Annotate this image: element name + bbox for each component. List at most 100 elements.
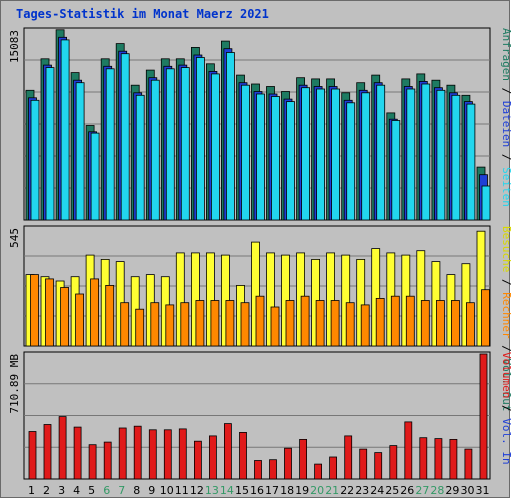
bar-rechner-day-5 [90,278,99,347]
hits-ymax-label: 15083 [8,30,21,63]
bar-volumen-day-1 [28,431,37,480]
bar-volumen-day-21 [329,456,338,480]
legend-item: Dateien [500,101,512,147]
bar-volumen-day-16 [254,460,262,480]
bar-rechner-day-3 [60,287,69,347]
visits-ymax-label: 545 [8,228,21,248]
bar-volumen-day-20 [314,463,323,480]
x-tick-label-day-5: 5 [88,484,95,497]
bar-seiten-day-26 [406,88,416,221]
bar-volumen-day-31 [479,353,488,480]
bar-rechner-day-30 [465,302,475,347]
x-tick-label-day-13: 13 [205,484,219,497]
bar-volumen-day-24 [374,452,383,480]
bar-rechner-day-8 [135,308,145,347]
bar-besuche-day-21 [326,252,336,347]
x-tick-label-day-24: 24 [370,484,384,497]
series-volumen [28,353,488,480]
bar-seiten-day-17 [271,96,280,221]
bar-rechner-day-18 [285,300,295,347]
x-tick-label-day-21: 21 [325,484,339,497]
x-tick-label-day-20: 20 [310,484,324,497]
x-tick-label-day-23: 23 [355,484,369,497]
x-tick-label-day-2: 2 [43,484,50,497]
chart-title: Tages-Statistik im Monat Maerz 2021 [16,7,269,21]
bar-besuche-day-12 [190,252,200,347]
x-tick-label-day-29: 29 [445,484,459,497]
x-tick-label-day-3: 3 [58,484,65,497]
x-tick-label-day-10: 10 [160,484,174,497]
bar-seiten-day-13 [210,73,220,221]
bar-seiten-day-5 [90,132,100,221]
bar-besuche-day-27 [416,250,426,347]
bar-besuche-day-31 [476,230,486,347]
legend-item: Besuche [500,226,512,272]
bar-besuche-day-11 [175,252,185,347]
bar-rechner-day-4 [75,293,84,347]
bar-seiten-day-8 [135,94,145,221]
bar-rechner-day-10 [165,304,175,347]
bar-seiten-day-28 [436,89,446,221]
bar-seiten-day-16 [256,93,265,221]
panel-hits: 15083 Anfragen / Dateien / Seiten [8,27,512,221]
bar-volumen-day-8 [133,425,142,480]
bar-besuche-day-23 [356,258,366,347]
bar-volumen-day-10 [163,429,172,480]
volume-legend: Volumen / Vol. In [500,352,512,465]
x-tick-label-day-1: 1 [28,484,35,497]
bar-volumen-day-9 [148,429,157,480]
bar-rechner-day-26 [405,295,415,347]
bar-volumen-day-18 [284,447,292,480]
bar-volumen-day-29 [449,438,458,480]
x-tick-label-day-17: 17 [265,484,279,497]
bar-seiten-day-9 [150,79,160,221]
bar-volumen-day-5 [88,444,97,480]
bar-seiten-day-31 [481,185,491,221]
bar-volumen-day-3 [58,416,67,480]
x-tick-label-day-8: 8 [133,484,140,497]
bar-seiten-day-14 [225,52,235,221]
hits-legend: Anfragen / Dateien / Seiten [500,28,512,207]
bar-rechner-day-25 [390,295,400,347]
bar-rechner-day-16 [255,295,265,347]
bar-volumen-day-28 [434,438,443,480]
bar-rechner-day-28 [435,300,445,347]
x-tick-label-day-30: 30 [461,484,475,497]
bar-volumen-day-7 [118,427,127,480]
x-tick-label-day-11: 11 [175,484,189,497]
legend-item: Vol. In [500,418,512,464]
bar-seiten-day-3 [60,39,70,221]
visits-legend: Besuche / Rechner / Vol. Out [500,226,512,411]
bar-seiten-day-19 [301,87,311,221]
series-besuche [25,230,486,347]
x-tick-label-day-26: 26 [400,484,414,497]
x-tick-label-day-28: 28 [430,484,444,497]
x-tick-label-day-19: 19 [295,484,309,497]
x-tick-label-day-7: 7 [118,484,125,497]
bar-seiten-day-2 [45,67,55,221]
bar-rechner-day-23 [360,304,370,347]
bar-rechner-day-9 [150,302,160,347]
x-axis: 1 2 3 4 5 6 7 8 9 10 11 12 13 14 15 16 17 18 19 20 21 22 23 24 2… [28,484,490,497]
legend-item: / [500,272,512,292]
bar-seiten-day-20 [316,88,326,221]
legend-item: / [500,81,512,101]
bar-seiten-day-18 [286,101,295,221]
bar-rechner-day-31 [481,289,490,347]
legend-item: Rechner [500,292,512,339]
legend-item: / [500,398,512,418]
legend-item: Volumen [500,352,512,398]
bar-seiten-day-21 [331,88,341,221]
bar-rechner-day-15 [240,302,250,347]
x-tick-label-day-14: 14 [220,484,234,497]
bar-rechner-day-2 [45,278,54,347]
bar-seiten-day-22 [346,102,356,221]
bar-seiten-day-1 [30,99,40,221]
bar-rechner-day-20 [315,300,325,347]
bar-volumen-day-4 [73,426,82,480]
bar-rechner-day-29 [450,300,460,347]
bar-volumen-day-23 [359,448,368,480]
bar-besuche-day-13 [205,252,215,347]
x-tick-label-day-25: 25 [385,484,399,497]
